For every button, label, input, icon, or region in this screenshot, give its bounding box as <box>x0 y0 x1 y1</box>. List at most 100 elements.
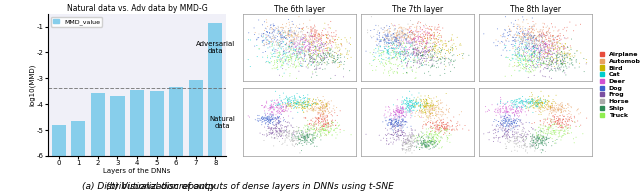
Point <box>409 50 419 53</box>
Point <box>437 113 447 116</box>
Point <box>320 128 330 131</box>
Point <box>526 55 536 58</box>
Point <box>317 107 328 110</box>
Point <box>511 108 522 111</box>
Point <box>290 38 300 41</box>
Point <box>571 59 581 62</box>
Point <box>508 101 518 104</box>
Point <box>517 136 527 139</box>
Point <box>564 109 574 112</box>
Point <box>548 58 559 61</box>
Point <box>306 43 316 46</box>
Point <box>446 120 456 123</box>
Point <box>525 37 536 40</box>
Point <box>271 121 282 125</box>
Point <box>427 112 437 115</box>
Point <box>427 132 437 135</box>
Point <box>390 52 401 55</box>
Point <box>274 29 284 32</box>
Point <box>313 113 323 116</box>
Point <box>526 100 536 103</box>
Point <box>302 134 312 137</box>
Point <box>541 45 552 48</box>
Point <box>481 105 491 108</box>
Point <box>516 136 526 139</box>
Point <box>299 43 309 46</box>
Point <box>413 132 424 136</box>
Point <box>511 118 521 121</box>
Point <box>534 99 544 102</box>
Point <box>313 55 323 58</box>
Point <box>438 57 448 60</box>
Point <box>411 144 421 147</box>
Point <box>513 109 524 112</box>
Point <box>525 38 536 41</box>
Point <box>396 139 406 142</box>
Point <box>421 106 431 109</box>
Point <box>296 62 306 65</box>
Point <box>316 57 326 60</box>
Point <box>431 110 441 113</box>
Point <box>557 58 568 61</box>
Point <box>447 48 458 51</box>
Point <box>535 34 545 37</box>
Point <box>400 51 410 54</box>
Point <box>429 45 439 48</box>
Point <box>278 142 288 145</box>
Point <box>316 135 326 138</box>
Point <box>273 58 283 61</box>
Point <box>430 43 440 46</box>
Point <box>514 124 524 127</box>
Point <box>314 33 324 36</box>
Point <box>503 56 513 59</box>
Point <box>397 34 408 37</box>
Point <box>403 34 413 37</box>
Point <box>548 35 558 39</box>
Point <box>432 27 442 31</box>
Point <box>542 57 552 60</box>
Point <box>284 103 294 106</box>
Point <box>385 62 395 65</box>
Point <box>557 55 567 58</box>
Point <box>396 129 406 132</box>
Point <box>291 132 301 136</box>
Point <box>420 37 431 40</box>
Point <box>406 110 416 113</box>
Point <box>536 129 547 133</box>
Point <box>378 62 388 65</box>
Point <box>403 40 413 43</box>
Point <box>260 113 271 116</box>
Point <box>546 105 556 108</box>
Point <box>387 122 397 125</box>
Point <box>520 58 531 61</box>
Point <box>540 43 550 46</box>
Point <box>533 98 543 101</box>
Point <box>398 119 408 122</box>
Point <box>549 57 559 60</box>
Point <box>303 103 313 106</box>
Point <box>506 108 516 112</box>
Point <box>310 121 320 124</box>
Point <box>499 134 509 137</box>
Point <box>257 120 268 123</box>
Point <box>276 107 287 110</box>
Point <box>547 43 557 46</box>
Point <box>536 139 546 143</box>
Point <box>550 113 560 116</box>
Point <box>277 132 287 135</box>
Point <box>554 131 564 134</box>
Point <box>282 125 292 128</box>
Point <box>540 48 550 51</box>
Point <box>417 43 428 46</box>
Point <box>369 55 380 58</box>
Point <box>535 44 545 47</box>
Point <box>390 124 400 127</box>
Point <box>262 116 272 119</box>
Point <box>399 38 409 42</box>
Point <box>376 49 386 52</box>
Point <box>408 23 418 26</box>
Point <box>401 120 411 123</box>
Point <box>324 100 334 103</box>
Point <box>271 55 281 58</box>
Point <box>401 42 412 45</box>
